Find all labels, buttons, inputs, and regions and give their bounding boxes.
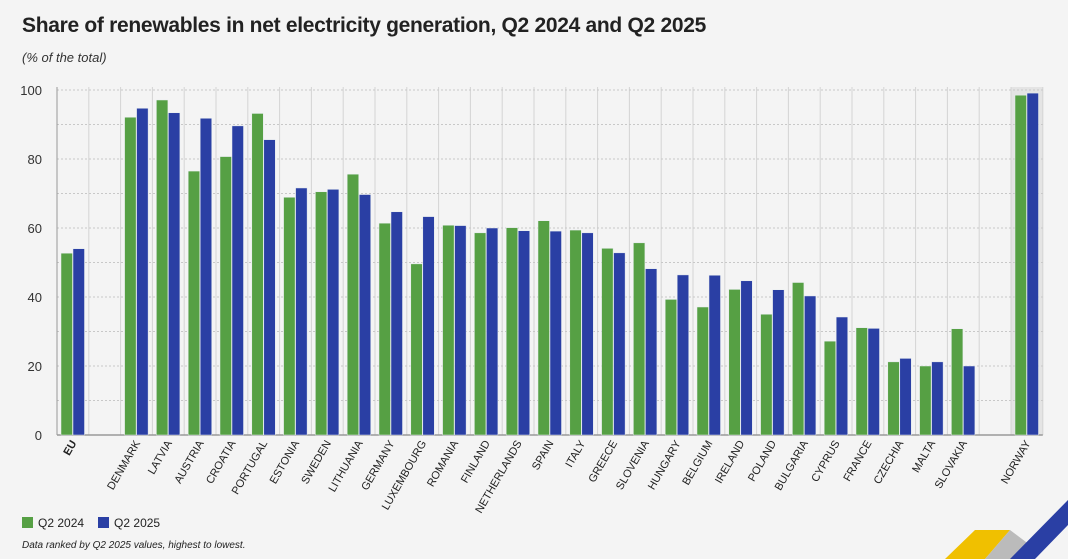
bar-estonia-q2-2024: [283, 197, 296, 436]
x-tick-label: SLOVAKIA: [933, 438, 971, 491]
bar-germany-q2-2024: [378, 222, 391, 436]
bar-belgium-q2-2025: [708, 275, 721, 436]
x-tick-label: ESTONIA: [268, 438, 303, 486]
y-tick-label: 80: [28, 152, 42, 167]
x-tick-label: GREECE: [586, 439, 620, 485]
bar-czechia-q2-2025: [899, 358, 912, 436]
bar-denmark-q2-2024: [124, 117, 137, 436]
x-tick-label: NORWAY: [999, 438, 1034, 486]
bar-austria-q2-2025: [199, 118, 212, 436]
bar-netherlands-q2-2024: [505, 227, 518, 436]
bar-lithuania-q2-2025: [358, 194, 371, 436]
legend-swatch: [98, 517, 110, 528]
bar-cyprus-q2-2025: [835, 316, 848, 436]
chart-subtitle: (% of the total): [22, 50, 107, 65]
bar-portugal-q2-2025: [263, 139, 276, 436]
bar-portugal-q2-2024: [251, 113, 264, 436]
bar-italy-q2-2025: [581, 232, 594, 436]
bar-malta-q2-2024: [919, 365, 932, 436]
y-tick-label: 20: [28, 359, 42, 374]
legend-item-q2-2024: Q2 2024: [22, 516, 84, 530]
bar-sweden-q2-2025: [327, 189, 340, 436]
bar-czechia-q2-2024: [887, 361, 900, 436]
bar-belgium-q2-2024: [696, 306, 709, 436]
bar-poland-q2-2024: [760, 314, 773, 436]
bar-norway-q2-2024: [1014, 94, 1027, 436]
x-tick-label: BULGARIA: [773, 438, 812, 493]
bar-hungary-q2-2024: [664, 299, 677, 436]
chart-title: Share of renewables in net electricity g…: [22, 14, 706, 37]
bar-finland-q2-2025: [486, 227, 499, 436]
legend-swatch: [22, 517, 33, 528]
x-tick-label: POLAND: [746, 438, 779, 483]
x-tick-label: IRELAND: [713, 438, 747, 485]
bar-poland-q2-2025: [772, 289, 785, 436]
bar-denmark-q2-2025: [136, 108, 149, 436]
legend: Q2 2024 Q2 2025: [22, 516, 160, 530]
legend-item-q2-2025: Q2 2025: [98, 516, 160, 530]
bar-latvia-q2-2024: [156, 99, 169, 436]
x-tick-label: AUSTRIA: [172, 438, 207, 486]
x-tick-label: DENMARK: [105, 438, 143, 492]
bar-luxembourg-q2-2024: [410, 263, 423, 436]
bar-romania-q2-2025: [454, 225, 467, 436]
bar-luxembourg-q2-2025: [422, 216, 435, 436]
x-tick-label: FINLAND: [459, 438, 493, 485]
bar-ireland-q2-2025: [740, 280, 753, 436]
footnote: Data ranked by Q2 2025 values, highest t…: [22, 540, 246, 551]
x-tick-label: EU: [61, 438, 79, 457]
x-tick-label: CYPRUS: [809, 439, 842, 485]
bar-malta-q2-2025: [931, 361, 944, 436]
x-tick-label: ROMANIA: [425, 438, 461, 489]
bar-cyprus-q2-2024: [823, 340, 836, 436]
bar-bulgaria-q2-2024: [792, 282, 805, 436]
y-tick-label: 60: [28, 221, 42, 236]
bar-slovenia-q2-2025: [645, 268, 658, 436]
bar-croatia-q2-2025: [231, 125, 244, 436]
x-tick-label: CZECHIA: [872, 438, 907, 486]
x-tick-label: ITALY: [563, 438, 588, 470]
y-tick-label: 100: [20, 83, 42, 98]
bar-finland-q2-2024: [474, 232, 487, 436]
y-tick-label: 0: [35, 428, 42, 443]
x-tick-label: HUNGARY: [646, 438, 684, 492]
x-tick-label: FRANCE: [841, 439, 874, 484]
bar-slovakia-q2-2025: [963, 365, 976, 436]
bar-lithuania-q2-2024: [346, 173, 359, 436]
bar-france-q2-2025: [867, 328, 880, 436]
bar-austria-q2-2024: [187, 170, 200, 436]
bar-ireland-q2-2024: [728, 289, 741, 436]
bar-france-q2-2024: [855, 327, 868, 436]
bar-spain-q2-2024: [537, 220, 550, 436]
bar-bulgaria-q2-2025: [804, 295, 817, 436]
bar-eu-q2-2025: [72, 248, 85, 436]
bar-croatia-q2-2024: [219, 156, 232, 436]
bar-norway-q2-2025: [1026, 92, 1039, 436]
x-tick-label: LATVIA: [146, 438, 175, 477]
legend-label: Q2 2025: [114, 516, 161, 530]
x-tick-label: SPAIN: [530, 438, 557, 472]
bar-italy-q2-2024: [569, 229, 582, 436]
bar-sweden-q2-2024: [315, 191, 328, 436]
bar-slovenia-q2-2024: [633, 242, 646, 436]
y-tick-label: 40: [28, 290, 42, 305]
bar-eu-q2-2024: [60, 252, 73, 436]
bar-greece-q2-2025: [613, 252, 626, 436]
bar-greece-q2-2024: [601, 248, 614, 436]
legend-label: Q2 2024: [38, 516, 85, 530]
bar-slovakia-q2-2024: [951, 328, 964, 436]
bar-estonia-q2-2025: [295, 187, 308, 436]
bar-germany-q2-2025: [390, 211, 403, 436]
x-tick-label: BELGIUM: [680, 439, 715, 488]
bar-romania-q2-2024: [442, 224, 455, 436]
bar-spain-q2-2025: [549, 230, 562, 436]
x-tick-label: MALTA: [910, 438, 938, 475]
bar-netherlands-q2-2025: [517, 230, 530, 436]
bar-latvia-q2-2025: [168, 112, 181, 436]
bar-hungary-q2-2025: [676, 274, 689, 436]
x-tick-label: CROATIA: [204, 438, 239, 486]
x-tick-label: SWEDEN: [299, 438, 334, 486]
